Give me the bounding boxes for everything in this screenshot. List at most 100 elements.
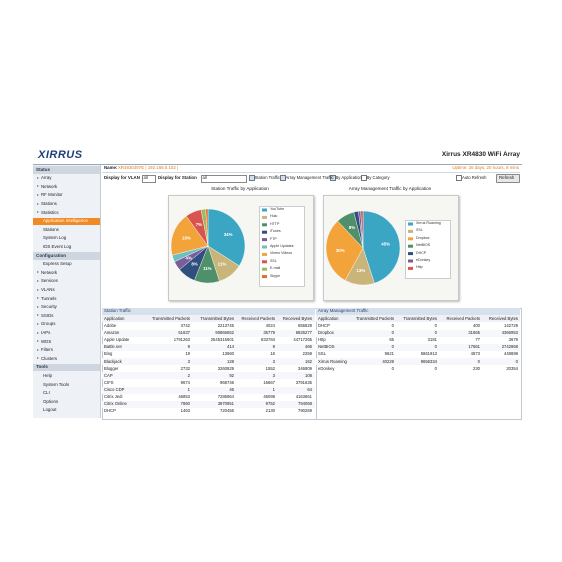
legend-label: YouTube — [270, 207, 285, 211]
option-label[interactable]: By Category — [366, 175, 390, 180]
sidebar-item[interactable]: Help — [43, 372, 53, 378]
sidebar-item[interactable]: System Tools — [43, 381, 70, 387]
option-label[interactable]: Station Traffic — [254, 175, 281, 180]
table-cell: 230 — [473, 365, 480, 371]
sidebar-item[interactable]: Groups — [41, 321, 56, 327]
expand-arrow[interactable] — [37, 202, 39, 205]
row-stripe — [102, 386, 315, 394]
slice-label: 4% — [185, 255, 191, 260]
expand-arrow[interactable] — [37, 211, 39, 214]
sidebar-item[interactable]: Options — [43, 398, 59, 404]
table-cell: 108 — [305, 372, 312, 378]
table-cell: 4163661 — [295, 394, 312, 399]
sidebar-item[interactable]: Services — [41, 278, 58, 284]
sidebar-item[interactable]: Stations — [43, 226, 59, 232]
expand-arrow[interactable] — [37, 176, 39, 179]
table-cell: 3742 — [180, 323, 190, 328]
table-header-bar — [102, 315, 315, 322]
checkbox[interactable] — [361, 175, 367, 181]
expand-arrow[interactable] — [37, 331, 39, 334]
column-header: Received Packets — [446, 315, 480, 321]
expand-arrow[interactable] — [37, 340, 39, 343]
sidebar-item[interactable]: Security — [41, 304, 57, 310]
sidebar-item[interactable]: Tunnels — [41, 295, 57, 301]
sidebar-item[interactable]: RF Monitor — [41, 192, 63, 198]
table-cell: 77 — [475, 337, 480, 343]
legend-swatch — [262, 245, 267, 249]
option-label[interactable]: Array Management Traffic — [285, 175, 334, 180]
sidebar-item[interactable]: System Log — [43, 235, 67, 241]
vlan-select[interactable] — [142, 174, 156, 183]
expand-arrow[interactable] — [37, 297, 39, 300]
row-stripe — [102, 372, 315, 380]
expand-arrow[interactable] — [37, 280, 39, 282]
app-title: Xirrus XR4830 WiFi Array — [441, 151, 520, 158]
row-stripe — [102, 400, 315, 408]
expand-arrow[interactable] — [37, 348, 39, 351]
sidebar-item[interactable]: Statistics — [41, 209, 59, 215]
table-cell: 833784 — [261, 337, 275, 343]
station-value[interactable]: all — [202, 175, 207, 180]
table-cell: 466 — [305, 344, 312, 350]
table-cell: 4873 — [470, 351, 480, 357]
sidebar-item[interactable]: Clusters — [41, 355, 58, 361]
expand-arrow[interactable] — [37, 314, 39, 317]
legend-swatch — [408, 259, 413, 263]
table-cell: 46 — [229, 386, 234, 392]
sidebar-item[interactable]: Application Intelligence — [43, 218, 88, 224]
refresh-label[interactable]: Refresh — [499, 174, 515, 180]
option-label[interactable]: By Application — [335, 175, 362, 180]
expand-arrow[interactable] — [37, 357, 39, 360]
checkbox[interactable] — [280, 175, 286, 181]
table-cell: 7860 — [180, 401, 190, 407]
checkbox[interactable] — [249, 175, 255, 181]
sidebar-item[interactable]: Stations — [41, 200, 57, 206]
table-cell: 1463 — [180, 408, 190, 414]
station-select[interactable] — [201, 174, 247, 183]
table-cell: 3181 — [427, 337, 437, 343]
sidebar-item[interactable]: Network — [41, 269, 58, 275]
sidebar-item[interactable]: VLANs — [41, 286, 55, 292]
sidebar-item[interactable]: Express Setup — [43, 261, 72, 267]
table-cell: 16 — [270, 351, 275, 357]
column-header: Application — [104, 315, 125, 321]
sidebar-item[interactable]: CLI — [43, 390, 50, 396]
sidebar-item[interactable]: Logout — [43, 407, 57, 413]
expand-arrow[interactable] — [37, 288, 39, 291]
expand-arrow[interactable] — [37, 194, 39, 196]
sidebar-item[interactable]: Filters — [41, 347, 53, 353]
logo: XIRRUS — [38, 149, 83, 161]
sidebar-item[interactable]: SSIDs — [41, 312, 54, 318]
expand-arrow[interactable] — [37, 323, 39, 325]
expand-arrow[interactable] — [37, 185, 39, 188]
station-label: Display for Station — [158, 175, 197, 180]
table-cell: Apple Update — [104, 337, 130, 343]
table-cell: 2742868 — [501, 344, 518, 350]
sidebar-item[interactable]: IAPs — [41, 329, 51, 335]
table-cell: 162 — [305, 358, 312, 364]
column-header: Received Bytes — [488, 315, 518, 321]
legend-swatch — [262, 238, 267, 242]
sidebar-item[interactable]: Network — [41, 183, 58, 189]
slice-label: 8% — [191, 262, 197, 267]
table-cell: CIFS — [104, 379, 114, 385]
expand-arrow[interactable] — [37, 271, 39, 274]
legend-swatch — [262, 252, 267, 256]
vlan-value[interactable]: all — [143, 175, 148, 180]
table-cell: 51637 — [178, 330, 190, 336]
table-cell: 0 — [515, 358, 518, 364]
sidebar-item[interactable]: WDS — [41, 338, 52, 344]
sidebar-section-label: Configuration — [36, 252, 67, 258]
table-cell: 968746 — [220, 379, 234, 385]
expand-arrow[interactable] — [37, 305, 39, 308]
table-cell: 46098 — [263, 394, 275, 399]
checkbox[interactable] — [456, 175, 462, 181]
refresh-button[interactable] — [496, 174, 520, 183]
legend-label: E-mail — [270, 266, 281, 271]
checkbox[interactable] — [330, 175, 336, 181]
table-cell: 2 — [187, 372, 190, 378]
sidebar-item[interactable]: Array — [41, 175, 52, 181]
auto-refresh[interactable]: Auto Refresh — [462, 175, 487, 180]
table-cell: 400 — [473, 323, 480, 328]
sidebar-item[interactable]: IDS Event Log — [43, 243, 72, 249]
